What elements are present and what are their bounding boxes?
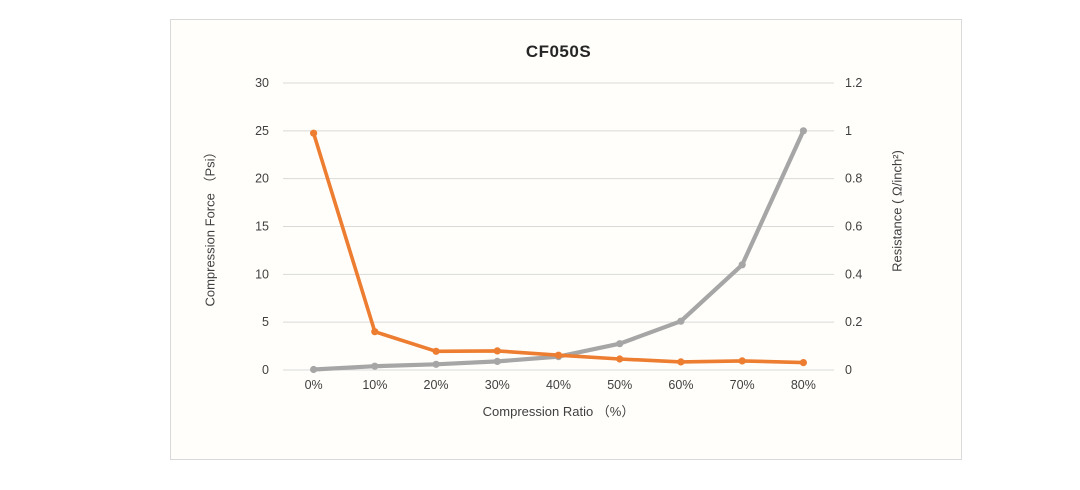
data-point-resistance (432, 347, 440, 355)
left-axis-tick-label: 25 (255, 124, 269, 138)
data-point-compression-force (738, 261, 746, 269)
left-axis-tick-label: 30 (255, 76, 269, 90)
data-point-compression-force (677, 317, 685, 325)
data-point-compression-force (371, 362, 379, 370)
right-axis-tick-label: 0.6 (845, 220, 862, 234)
right-axis-tick-label: 1.2 (845, 76, 862, 90)
right-axis-tick-label: 0.4 (845, 267, 862, 281)
chart-plot: 0 0 5 0.2 10 0.4 15 0.6 20 0.8 25 1 30 1.2 0% 10% 20% 30%… (255, 76, 862, 392)
x-axis-tick-label: 60% (668, 378, 693, 392)
x-axis-tick-label: 80% (791, 378, 816, 392)
data-point-resistance (371, 328, 379, 336)
x-axis-tick-label: 40% (546, 378, 571, 392)
x-axis-tick-label: 50% (607, 378, 632, 392)
data-point-compression-force (432, 360, 440, 368)
series-line-resistance (311, 131, 806, 365)
data-point-resistance (310, 129, 318, 137)
right-axis-tick-label: 0.2 (845, 315, 862, 329)
left-axis-tick-label: 15 (255, 220, 269, 234)
data-point-resistance (738, 357, 746, 365)
x-axis-tick-label: 10% (362, 378, 387, 392)
series-line-compression-force (311, 128, 806, 372)
data-point-compression-force (616, 340, 624, 348)
left-axis-tick-label: 5 (262, 315, 269, 329)
x-axis-tick-label: 0% (305, 378, 323, 392)
right-axis-tick-label: 1 (845, 124, 852, 138)
x-axis-title: Compression Ratio （%） (482, 404, 635, 419)
left-axis-tick-label: 10 (255, 267, 269, 281)
data-point-resistance (616, 355, 624, 363)
right-axis-tick-label: 0 (845, 363, 852, 377)
data-point-compression-force (799, 127, 808, 135)
data-point-resistance (493, 347, 501, 355)
left-axis-tick-label: 0 (262, 363, 269, 377)
chart-title: CF050S (525, 42, 592, 61)
right-axis-tick-label: 0.8 (845, 172, 862, 186)
x-axis-tick-label: 20% (424, 378, 449, 392)
x-axis-tick-label: 70% (730, 378, 755, 392)
x-axis-tick-label: 30% (485, 378, 510, 392)
left-axis-tick-label: 20 (255, 172, 269, 186)
data-point-compression-force (310, 365, 318, 374)
data-point-resistance (554, 351, 563, 359)
chart-container: CF050S Compression Force （Psi） Resistanc… (170, 19, 962, 460)
data-point-resistance (677, 358, 685, 366)
data-point-compression-force (493, 357, 501, 365)
data-point-resistance (799, 359, 808, 367)
